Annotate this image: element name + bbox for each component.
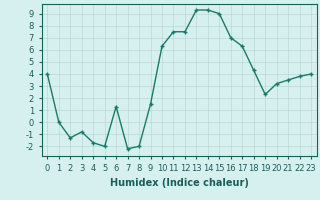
X-axis label: Humidex (Indice chaleur): Humidex (Indice chaleur) [110, 178, 249, 188]
